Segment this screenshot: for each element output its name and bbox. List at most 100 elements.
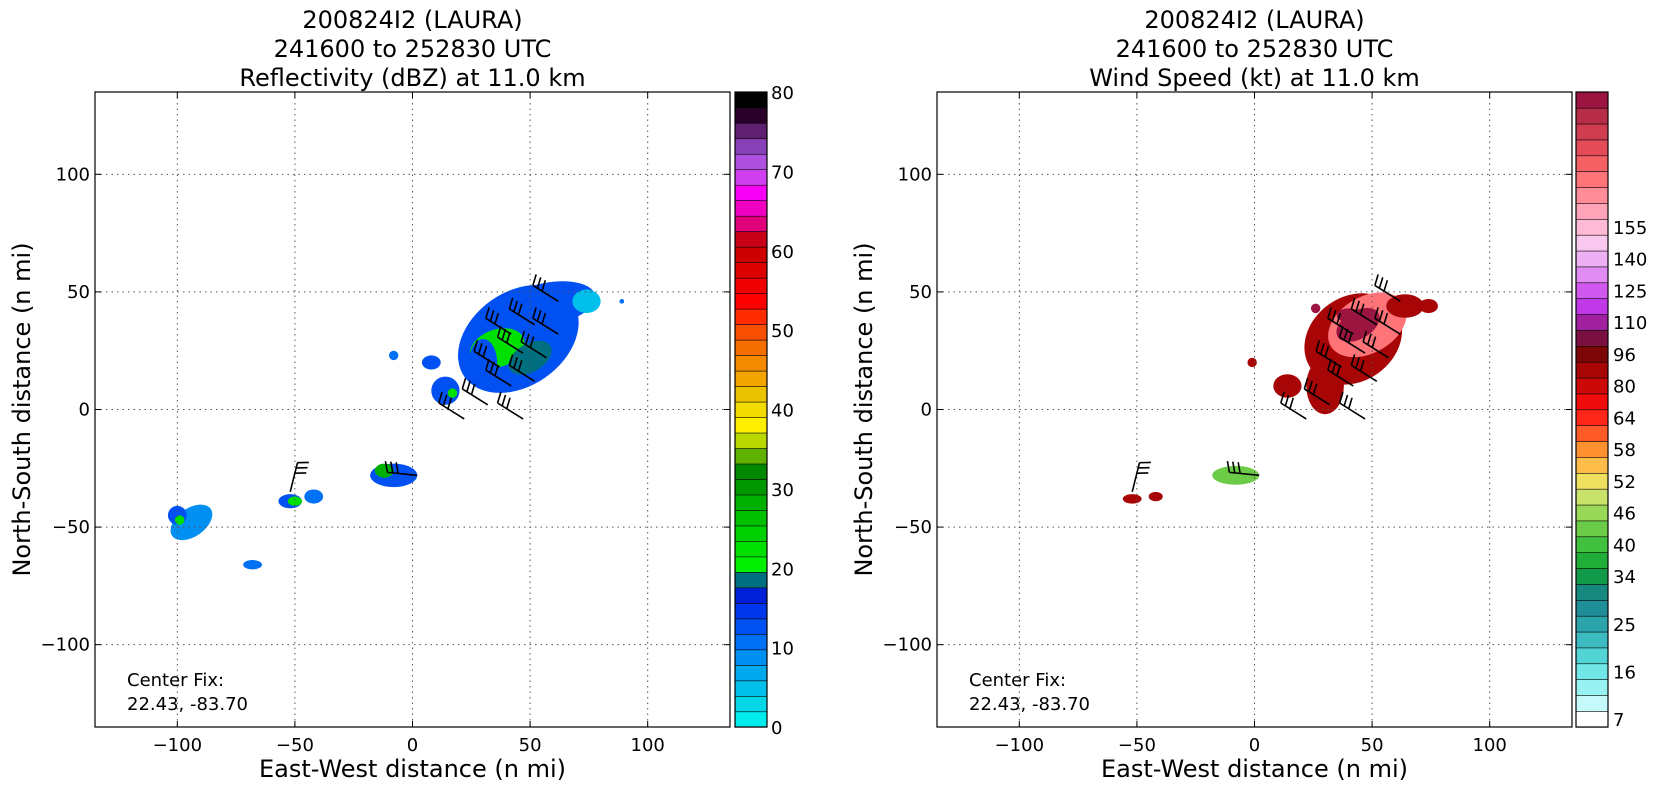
wind-barb-flag [496, 391, 502, 404]
wind-barb-staff [1339, 402, 1366, 420]
colorbar-segment [734, 277, 768, 294]
wind-barb-flag [470, 383, 476, 395]
wind-barb-flag [466, 380, 471, 392]
wind-barb-flag [1338, 326, 1344, 338]
wind-barb-flag [501, 394, 507, 407]
wind-barb-flag [505, 397, 511, 409]
wind-barb-flag [447, 397, 453, 409]
wind-barb-flag [1362, 330, 1368, 343]
colorbar-segment [734, 711, 768, 728]
wind-barb-staff [1280, 402, 1307, 420]
x-tick-label: −50 [276, 735, 314, 756]
wind-barb-flag [1347, 397, 1353, 409]
colorbar-frame [734, 91, 768, 728]
wind-barb-flag [1378, 310, 1384, 322]
wind-barb-flag [496, 326, 502, 338]
center-fix-coordinates: 22.43, -83.70 [127, 694, 248, 715]
colorbar-segment [734, 432, 768, 449]
plot-area [95, 92, 730, 727]
wind-barb-flag [1327, 358, 1332, 371]
chart-title: 200824I2 (LAURA) [1144, 6, 1364, 34]
wind-barb-flag [1359, 359, 1365, 372]
colorbar-segment [1575, 583, 1609, 601]
colorbar-segment [1575, 171, 1609, 188]
wind-barb-flag [1374, 274, 1379, 286]
wind-barb-flag [1324, 345, 1330, 358]
colorbar-segment [1575, 298, 1609, 315]
wind-barb [1338, 326, 1366, 354]
colorbar-segment [734, 509, 768, 527]
data-cell [1212, 465, 1260, 485]
colorbar-segment [1575, 710, 1609, 728]
wind-barb-flag [1327, 307, 1332, 319]
wind-barb-flag [461, 377, 467, 390]
x-tick-label: 100 [631, 735, 665, 756]
wind-barb-flag [485, 358, 490, 371]
wind-barb-flag [1343, 328, 1349, 341]
colorbar-segment [734, 556, 768, 573]
wind-barb-flag [1284, 394, 1290, 407]
colorbar-segment [1575, 107, 1609, 125]
data-cell [388, 350, 399, 361]
colorbar-tick-label: 30 [771, 480, 794, 501]
colorbar-tick-label: 7 [1613, 710, 1624, 731]
wind-barb [1374, 274, 1401, 302]
colorbar-tick-label: 20 [771, 559, 794, 580]
wind-barb [485, 307, 512, 335]
colorbar-segment [734, 324, 768, 341]
colorbar-segment [1575, 552, 1609, 569]
colorbar-tick-label: 96 [1613, 345, 1636, 366]
colorbar-segment [1575, 472, 1609, 490]
wind-barb [496, 391, 524, 420]
data-cell [1386, 294, 1424, 318]
colorbar-tick-label: 25 [1613, 615, 1636, 636]
colorbar-segment [734, 680, 768, 697]
x-axis-label: East-West distance (n mi) [1101, 755, 1408, 783]
wind-barb-staff [497, 402, 524, 420]
wind-barb-flag [1374, 307, 1379, 319]
wind-barb [1327, 358, 1354, 387]
chart-panel-2: 200824I2 (LAURA)241600 to 252830 UTCWind… [850, 6, 1647, 783]
data-cell [421, 355, 441, 370]
colorbar-segment [734, 122, 768, 140]
colorbar-segment [1575, 409, 1609, 426]
wind-barb-flag [1355, 357, 1360, 369]
colorbar-segment [734, 602, 768, 620]
wind-barb-flag [513, 357, 518, 369]
data-cell [287, 496, 302, 506]
colorbar-segment [1575, 250, 1609, 268]
x-tick-label: 0 [1249, 735, 1260, 756]
colorbar-segment [734, 571, 768, 589]
center-fix-coordinates: 22.43, -83.70 [969, 694, 1090, 715]
data-cell [1306, 357, 1344, 415]
colorbar-segment [1575, 536, 1609, 553]
wind-barb-flag [541, 279, 547, 292]
colorbar-segment [1575, 139, 1609, 157]
data-cell [502, 281, 596, 327]
colorbar-segment [734, 540, 768, 558]
colorbar-segment [734, 401, 768, 418]
x-axis-label: East-West distance (n mi) [259, 755, 566, 783]
wind-barb [1362, 330, 1389, 359]
wind-barb [461, 377, 489, 406]
colorbar-segment [734, 447, 768, 465]
data-cell [447, 388, 458, 398]
grid [937, 92, 1572, 727]
wind-barb-flag [505, 331, 511, 344]
wind-barb [1226, 460, 1260, 477]
wind-barb-flag [1338, 391, 1344, 404]
colorbar-segment [1575, 567, 1609, 585]
colorbar-segment [734, 184, 768, 202]
x-tick-label: 0 [407, 735, 418, 756]
wind-barb-flag [384, 460, 389, 473]
y-tick-label: 100 [898, 164, 932, 185]
colorbar-segment [1575, 186, 1609, 204]
colorbar-segment [1575, 425, 1609, 442]
x-tick-label: 50 [519, 735, 542, 756]
wind-barb-staff [438, 402, 465, 420]
colorbar-tick-label: 52 [1613, 472, 1636, 493]
wind-barb-flag [1383, 312, 1389, 325]
wind-barb-flag [1336, 364, 1342, 377]
colorbar-segment [734, 138, 768, 155]
